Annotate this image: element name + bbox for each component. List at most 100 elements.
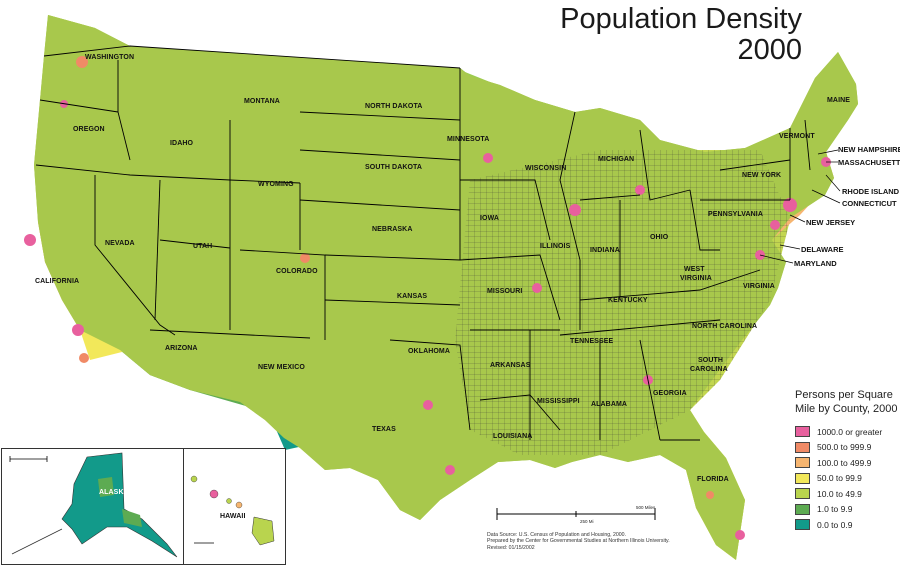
metro-denver (300, 253, 310, 263)
legend-swatch (795, 457, 810, 469)
metro-dallas (423, 400, 433, 410)
legend-title: Persons per Square Mile by County, 2000 (795, 388, 900, 416)
state-label-idaho: IDAHO (170, 140, 194, 147)
state-label-texas: TEXAS (372, 426, 396, 433)
metro-chicago (569, 204, 581, 216)
metro-san-diego (79, 353, 89, 363)
state-label-washington: WASHINGTON (85, 54, 135, 61)
callout-new-jersey: NEW JERSEY (806, 218, 856, 227)
state-label-north-dakota: NORTH DAKOTA (365, 103, 423, 110)
metro-seattle (76, 56, 88, 68)
state-label-alaska: ALASKA (99, 489, 129, 496)
legend-item: 50.0 to 99.9 (795, 471, 900, 487)
state-label-tennessee: TENNESSEE (570, 338, 614, 345)
state-label-vermont: VERMONT (779, 133, 815, 140)
scale-bar-mid-label: 250 Mi (580, 519, 594, 524)
legend-swatch (795, 488, 810, 500)
credit-prepared-by: Prepared by the Center for Governmental … (487, 538, 670, 545)
metro-areas (24, 56, 831, 540)
legend-label: 10.0 to 49.9 (817, 488, 862, 499)
state-label-ohio: OHIO (650, 234, 669, 241)
state-label-west-virginia-1: WEST (684, 266, 705, 273)
legend-item: 0.0 to 0.9 (795, 517, 900, 533)
state-label-maine: MAINE (827, 97, 851, 104)
state-boundaries (35, 45, 811, 441)
hawaii-map (190, 475, 275, 546)
callout-maryland: MARYLAND (794, 259, 837, 268)
state-label-california: CALIFORNIA (35, 278, 80, 285)
callout-rhode-island: RHODE ISLAND (842, 187, 900, 196)
map-year: 2000 (737, 34, 802, 66)
state-label-south-dakota: SOUTH DAKOTA (365, 164, 423, 171)
state-label-arkansas: ARKANSAS (490, 362, 531, 369)
state-label-illinois: ILLINOIS (540, 243, 571, 250)
metro-tampa (706, 491, 714, 499)
legend-item: 1.0 to 9.9 (795, 502, 900, 518)
legend-label: 0.0 to 0.9 (817, 519, 853, 530)
state-label-louisiana: LOUISIANA (493, 433, 533, 440)
legend-item: 10.0 to 49.9 (795, 486, 900, 502)
scale-bar-label: 500 Miles (636, 505, 656, 510)
metro-st-louis (532, 283, 542, 293)
state-label-oregon: OREGON (73, 126, 105, 133)
metro-miami (735, 530, 745, 540)
state-label-georgia: GEORGIA (653, 390, 687, 397)
hawaii-inset: HAWAII (183, 448, 286, 565)
state-label-virginia: VIRGINIA (743, 283, 775, 290)
metro-bay-area (24, 234, 36, 246)
legend-swatch (795, 472, 810, 484)
metro-philadelphia (770, 220, 780, 230)
state-label-south-carolina-1: SOUTH (698, 357, 723, 364)
legend: Persons per Square Mile by County, 2000 … (795, 388, 900, 533)
state-label-new-mexico: NEW MEXICO (258, 364, 305, 371)
credits: Data Source: U.S. Census of Population a… (487, 532, 670, 551)
alaska-map (9, 452, 178, 558)
state-label-north-carolina: NORTH CAROLINA (692, 323, 758, 330)
map-title: Population Density (560, 3, 802, 35)
credit-revised: Revised: 01/15/2002 (487, 544, 535, 551)
legend-items: 1000.0 or greater 500.0 to 999.9 100.0 to … (795, 424, 900, 533)
state-label-indiana: INDIANA (590, 247, 620, 254)
legend-item: 100.0 to 499.9 (795, 455, 900, 471)
metro-los-angeles (72, 324, 84, 336)
metro-houston (445, 465, 455, 475)
legend-label: 50.0 to 99.9 (817, 473, 862, 484)
credit-data-source: Data Source: U.S. Census of Population a… (487, 532, 626, 538)
legend-swatch (795, 519, 810, 531)
state-label-hawaii: HAWAII (220, 513, 246, 520)
legend-item: 1000.0 or greater (795, 424, 900, 440)
state-label-florida: FLORIDA (697, 476, 729, 483)
legend-swatch (795, 503, 810, 515)
legend-label: 100.0 to 499.9 (817, 457, 872, 468)
state-label-nebraska: NEBRASKA (372, 226, 413, 233)
state-label-montana: MONTANA (244, 98, 280, 105)
legend-swatch (795, 426, 810, 438)
legend-label: 500.0 to 999.9 (817, 442, 872, 453)
county-boundaries-east (455, 150, 790, 455)
callout-delaware: DELAWARE (801, 245, 844, 254)
metro-new-york (783, 198, 797, 212)
state-label-nevada: NEVADA (105, 240, 135, 247)
state-label-wyoming: WYOMING (258, 181, 294, 188)
state-label-alabama: ALABAMA (591, 401, 628, 408)
callout-leader-lines (759, 149, 841, 264)
metro-detroit (635, 185, 645, 195)
legend-label: 1000.0 or greater (817, 426, 883, 437)
legend-title-line-1: Persons per Square (795, 389, 893, 401)
state-label-pennsylvania: PENNSYLVANIA (708, 211, 764, 218)
state-label-oklahoma: OKLAHOMA (408, 348, 451, 355)
state-label-arizona: ARIZONA (165, 345, 198, 352)
legend-label: 1.0 to 9.9 (817, 504, 853, 515)
state-label-south-carolina-2: CAROLINA (690, 366, 728, 373)
state-label-new-york: NEW YORK (742, 172, 782, 179)
state-label-minnesota: MINNESOTA (447, 136, 490, 143)
state-label-colorado: COLORADO (276, 268, 318, 275)
state-label-wisconsin: WISCONSIN (525, 165, 567, 172)
state-label-kentucky: KENTUCKY (608, 297, 648, 304)
metro-minneapolis (483, 153, 493, 163)
legend-title-line-2: Mile by County, 2000 (795, 403, 898, 415)
state-label-michigan: MICHIGAN (598, 156, 635, 163)
legend-item: 500.0 to 999.9 (795, 440, 900, 456)
state-label-west-virginia-2: VIRGINIA (680, 275, 712, 282)
